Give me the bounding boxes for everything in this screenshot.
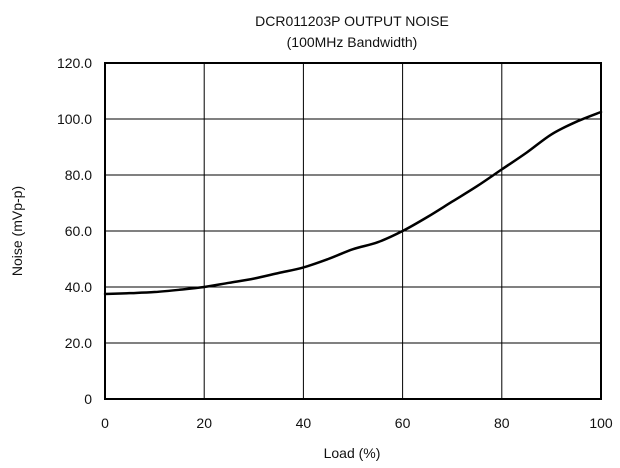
x-tick-label: 20 xyxy=(196,415,212,431)
grid xyxy=(105,63,601,399)
series-line xyxy=(103,110,603,296)
y-tick-label: 0 xyxy=(84,391,92,407)
tick-labels: 0 20 40 60 80 100 0 20.0 40.0 60.0 80.0 100.0 120.0 xyxy=(57,55,613,431)
y-tick-label: 120.0 xyxy=(57,55,92,71)
x-tick-label: 100 xyxy=(589,415,613,431)
x-tick-label: 0 xyxy=(101,415,109,431)
plot-area xyxy=(104,62,602,400)
x-axis-label: Load (%) xyxy=(324,445,381,461)
x-tick-label: 40 xyxy=(296,415,312,431)
series-layer xyxy=(103,110,603,296)
x-tick-label: 60 xyxy=(395,415,411,431)
chart-title: DCR011203P OUTPUT NOISE xyxy=(255,13,449,29)
y-tick-label: 40.0 xyxy=(65,279,92,295)
y-tick-label: 20.0 xyxy=(65,335,92,351)
y-tick-label: 100.0 xyxy=(57,111,92,127)
y-axis-label: Noise (mVp-p) xyxy=(9,186,25,276)
x-tick-label: 80 xyxy=(494,415,510,431)
y-tick-label: 80.0 xyxy=(65,167,92,183)
y-tick-label: 60.0 xyxy=(65,223,92,239)
chart-subtitle: (100MHz Bandwidth) xyxy=(287,34,418,50)
